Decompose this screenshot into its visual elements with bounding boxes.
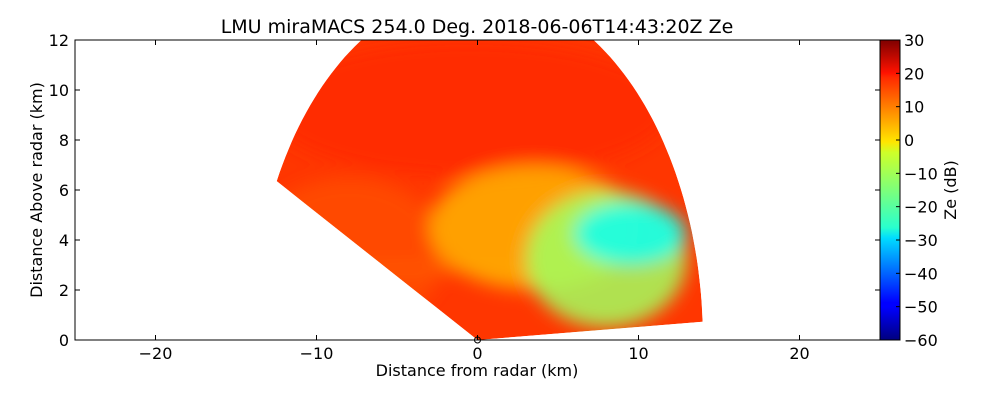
y-tick-label: 8 <box>59 131 69 150</box>
y-tick-label: 12 <box>49 31 69 50</box>
y-tick-label: 4 <box>59 231 69 250</box>
y-tick-label: 6 <box>59 181 69 200</box>
y-tick-label: 0 <box>59 331 69 350</box>
colorbar-tick-label: −10 <box>904 164 938 183</box>
x-tick-label: 20 <box>789 344 809 363</box>
colorbar-tick-label: 20 <box>904 64 924 83</box>
colorbar <box>879 39 901 341</box>
colorbar-tick-label: −60 <box>904 331 938 350</box>
y-tick-label: 2 <box>59 281 69 300</box>
reflectivity-region <box>276 40 671 178</box>
colorbar-ticks: 30 20 10 0 −10 −20 −30 −40 −50 −60 <box>896 31 938 350</box>
colorbar-tick-label: −50 <box>904 298 938 317</box>
colorbar-tick-label: −20 <box>904 198 938 217</box>
colorbar-tick-label: 0 <box>904 131 914 150</box>
x-tick-label: −20 <box>139 344 173 363</box>
colorbar-tick-label: −30 <box>904 231 938 250</box>
colorbar-tick-label: −40 <box>904 264 938 283</box>
colorbar-tick-label: 30 <box>904 31 924 50</box>
colorbar-label: Ze (dB) <box>941 160 960 220</box>
reflectivity-region <box>574 202 687 265</box>
reflectivity-region <box>276 177 446 328</box>
y-axis-ticks: 0 2 4 6 8 10 12 <box>49 31 880 350</box>
y-tick-label: 10 <box>49 81 69 100</box>
colorbar-tick-label: 10 <box>904 98 924 117</box>
y-axis-label: Distance Above radar (km) <box>27 82 46 298</box>
x-tick-label: 0 <box>472 344 482 363</box>
radar-location-marker <box>474 336 481 344</box>
x-tick-label: 10 <box>628 344 648 363</box>
x-axis-label: Distance from radar (km) <box>376 361 579 380</box>
x-axis-ticks: −20 −10 0 10 20 <box>139 40 810 363</box>
x-tick-label: −10 <box>300 344 334 363</box>
chart-title: LMU miraMACS 254.0 Deg. 2018-06-06T14:43… <box>221 16 734 38</box>
